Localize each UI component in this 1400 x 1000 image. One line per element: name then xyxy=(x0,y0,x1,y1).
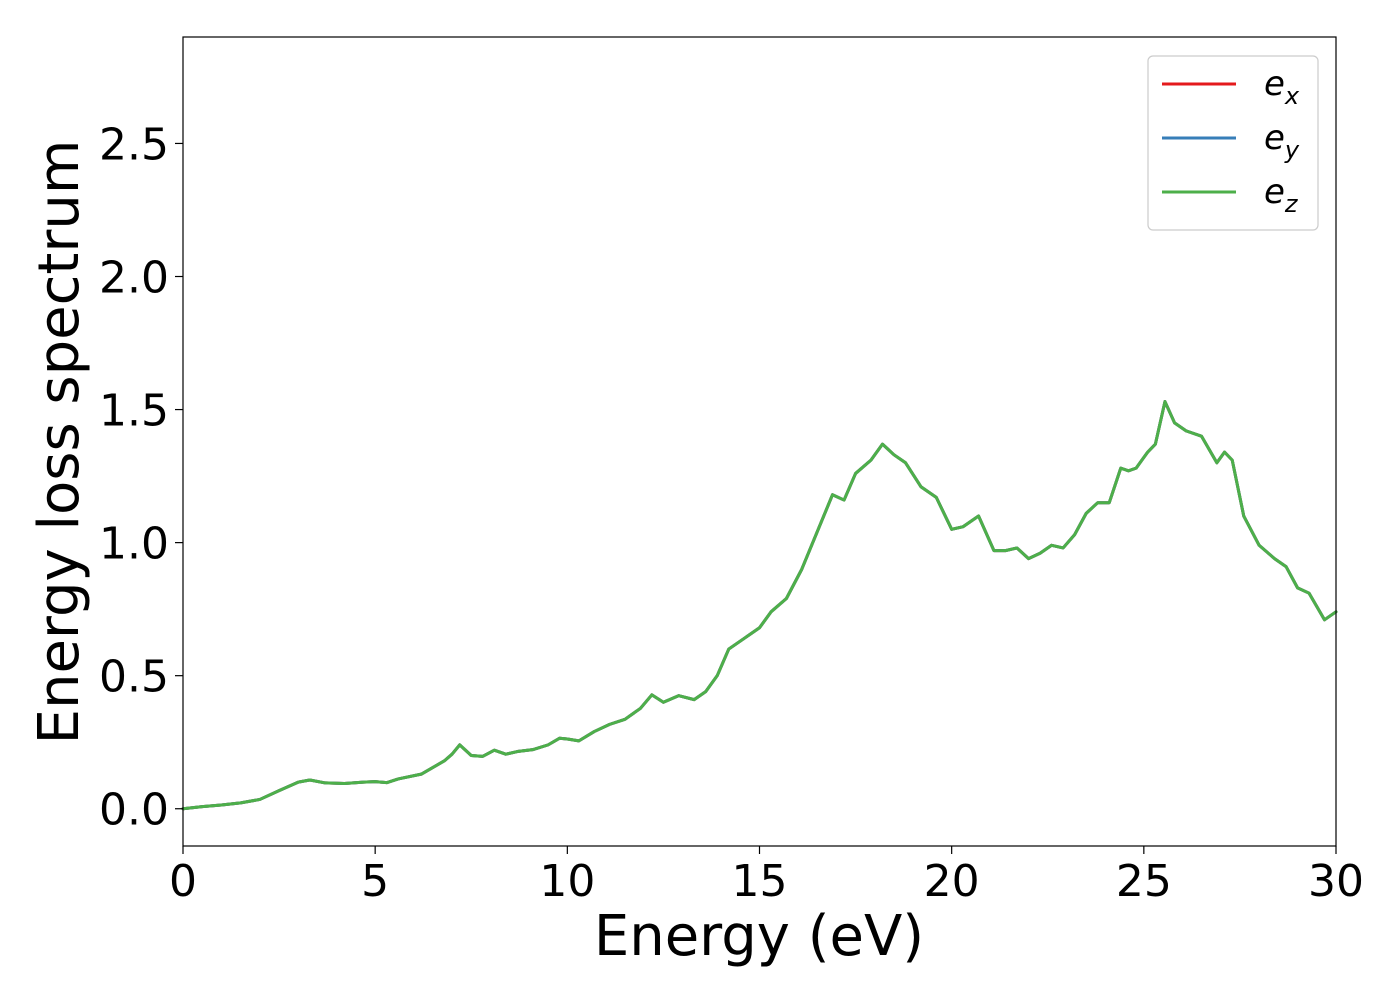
legend-label-y: ey xyxy=(1264,118,1300,164)
legend-box xyxy=(1147,55,1319,231)
x-tick-label: 0 xyxy=(169,856,197,907)
x-axis-label: Energy (eV) xyxy=(594,904,924,969)
legend-label-z: ez xyxy=(1264,172,1299,218)
x-tick-label: 10 xyxy=(539,856,595,907)
x-tick-label: 15 xyxy=(732,856,788,907)
x-tick-label: 30 xyxy=(1308,856,1364,907)
x-tick-label: 5 xyxy=(361,856,389,907)
y-tick-label: 0.0 xyxy=(99,785,169,836)
y-tick-label: 2.0 xyxy=(99,253,169,304)
legend: ex ey ez xyxy=(1147,55,1319,231)
series-line-z xyxy=(181,400,1338,811)
x-tick-label: 25 xyxy=(1116,856,1172,907)
plot-frame xyxy=(182,36,1337,847)
x-tick-label: 20 xyxy=(924,856,980,907)
y-tick-label: 1.0 xyxy=(99,519,169,570)
y-tick-label: 0.5 xyxy=(99,652,169,703)
axis-ticks: 0 5 10 15 20 25 30 0.0 0.5 1.0 1.5 2.0 2.5 xyxy=(99,119,1364,907)
y-tick-label: 1.5 xyxy=(99,386,169,437)
plot-area xyxy=(181,400,1338,811)
y-axis-label: Energy loss spectrum xyxy=(27,140,92,745)
legend-label-x: ex xyxy=(1264,64,1300,110)
y-tick-label: 2.5 xyxy=(99,119,169,170)
